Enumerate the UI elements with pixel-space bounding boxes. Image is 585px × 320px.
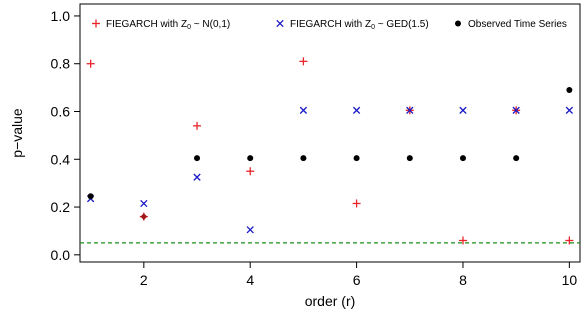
legend-marker [92,19,100,28]
highlight-point [140,213,148,221]
series-normal-point [246,167,255,176]
series-observed-point [513,155,520,162]
series-normal-point [352,199,361,208]
series-ged-point-d2 [246,226,254,234]
series-observed-point [406,155,413,162]
series-ged-point [299,106,308,114]
y-tick-label: 0.4 [51,151,71,167]
y-tick-label: 0.8 [51,56,71,72]
legend-marker [276,19,284,28]
series-ged-point [512,106,520,114]
series-normal-point [458,236,467,245]
series-observed-point [566,87,573,93]
x-tick-label: 8 [459,272,467,288]
series-ged-point [565,106,574,114]
series-normal-point [193,121,202,130]
legend-label: FIEGARCH with Z0 ~ GED(1.5) [290,19,429,31]
series-ged-point-d2 [193,173,201,181]
y-tick-label: 0.6 [51,104,71,120]
legend-label-subscript: 0 [371,24,375,31]
series-ged-point-d2 [565,106,574,114]
series-normal-point [299,57,308,66]
x-tick-label: 6 [353,272,361,288]
x-tick-label: 4 [246,272,254,288]
series-observed-point [300,155,307,162]
y-axis-title: p−value [9,108,25,158]
plot-frame [79,3,581,263]
legend: FIEGARCH with Z0 ~ N(0,1) FIEGARCH with Z… [92,19,567,31]
legend-label-rest: ~ GED(1.5) [375,19,429,30]
y-tick-label: 1.0 [51,8,71,24]
series-normal-point [565,236,574,245]
series-observed-point [459,155,466,162]
series-ged-point [193,173,201,181]
series-observed-point [87,193,94,200]
series-observed-point [247,155,254,162]
data-points [86,57,574,245]
series-ged-point-d2 [406,106,414,114]
legend-label: Observed Time Series [468,19,567,30]
series-ged-point-d2 [140,199,148,208]
series-ged-point-d2 [512,106,520,114]
x-tick-label: 10 [562,272,578,288]
series-ged-point-d2 [299,106,308,114]
y-tick-label: 0.2 [51,199,71,215]
axes: 2 4 6 8 10 0.0 0.2 0.4 0.6 0.8 1.0 [51,3,581,288]
legend-marker-d2 [276,19,284,28]
series-ged-point [459,106,467,114]
series-ged-point-d2 [352,106,361,114]
series-normal-point [86,59,95,68]
series-ged-point [406,106,414,114]
legend-marker [455,20,461,27]
x-tick-label: 2 [140,272,148,288]
legend-label: FIEGARCH with Z0 ~ N(0,1) [106,19,230,31]
series-ged-point [246,226,254,234]
legend-label-rest: ~ N(0,1) [191,19,230,30]
x-axis-title: order (r) [305,293,356,309]
series-observed-point [194,155,201,162]
series-ged-point [140,199,148,208]
legend-label-subscript: 0 [187,24,191,31]
series-ged-point-d2 [459,106,467,114]
y-tick-label: 0.0 [51,247,71,263]
series-ged-point [352,106,361,114]
series-observed-point [353,155,360,162]
